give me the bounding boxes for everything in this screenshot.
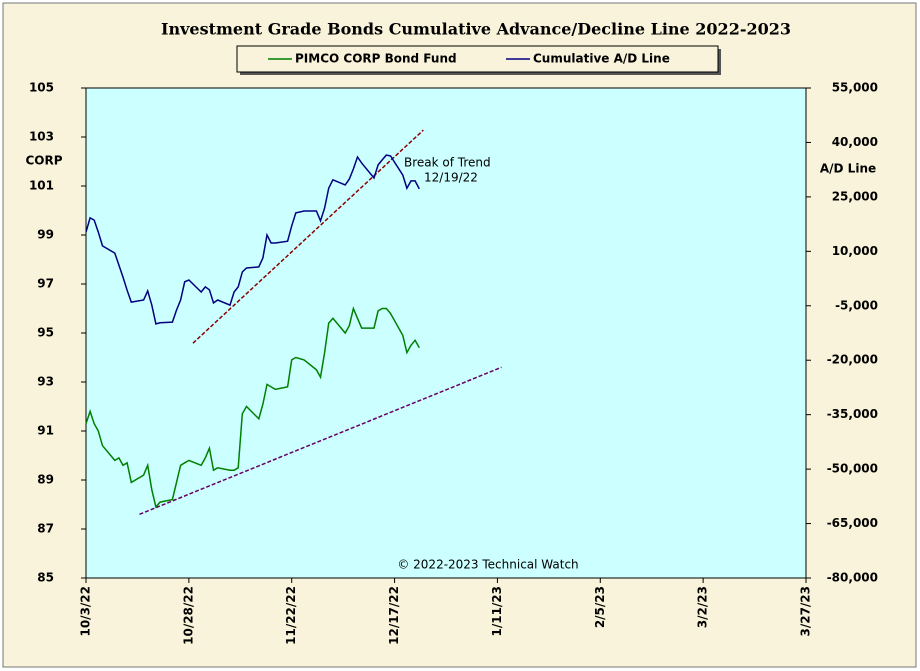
x-tick-label: 10/3/22	[79, 586, 93, 637]
legend-label: PIMCO CORP Bond Fund	[295, 52, 457, 66]
y-tick-label: 89	[37, 473, 54, 487]
y-tick-label: 85	[37, 571, 54, 585]
y-tick-label: 95	[37, 326, 54, 340]
trend-line	[139, 366, 502, 515]
x-tick-label: 3/2/23	[696, 586, 710, 628]
y2-tick-label: -20,000	[827, 353, 878, 367]
legend	[236, 45, 719, 73]
annotation: Break of Trend	[404, 156, 491, 170]
series-line	[85, 154, 420, 325]
y2-tick-label: -65,000	[827, 516, 878, 530]
copyright: © 2022-2023 Technical Watch	[397, 558, 578, 572]
chart-title: Investment Grade Bonds Cumulative Advanc…	[161, 20, 791, 39]
legend-label: Cumulative A/D Line	[533, 52, 670, 66]
x-tick-label: 10/28/22	[181, 586, 195, 645]
y-tick-label: 93	[37, 375, 54, 389]
y-tick-label: 87	[37, 522, 54, 536]
y2-tick-label: 10,000	[832, 244, 878, 258]
y2-tick-label: -50,000	[827, 462, 878, 476]
plot-area	[85, 87, 807, 579]
x-tick-label: 2/5/23	[593, 586, 607, 628]
y-tick-label: 97	[37, 277, 54, 291]
y2-axis-label: A/D Line	[820, 162, 876, 176]
x-tick-label: 1/11/23	[490, 586, 504, 637]
x-tick-label: 11/22/22	[284, 586, 298, 645]
annotation: 12/19/22	[424, 171, 478, 185]
y2-tick-label: -5,000	[835, 298, 878, 312]
y2-tick-label: 25,000	[832, 189, 878, 203]
x-tick-label: 3/27/23	[799, 586, 813, 637]
y-tick-label: 99	[37, 228, 54, 242]
y2-tick-label: 40,000	[832, 135, 878, 149]
y2-tick-label: 55,000	[832, 81, 878, 95]
series-line	[85, 306, 420, 509]
y2-tick-label: -35,000	[827, 407, 878, 421]
y-tick-label: 91	[37, 424, 54, 438]
y-tick-label: 103	[29, 130, 54, 144]
y-axis-label: CORP	[25, 154, 62, 168]
y2-tick-label: -80,000	[827, 571, 878, 585]
trend-line	[192, 129, 424, 344]
y-tick-label: 101	[29, 179, 54, 193]
x-tick-label: 12/17/22	[387, 586, 401, 645]
y-tick-label: 105	[29, 81, 54, 95]
